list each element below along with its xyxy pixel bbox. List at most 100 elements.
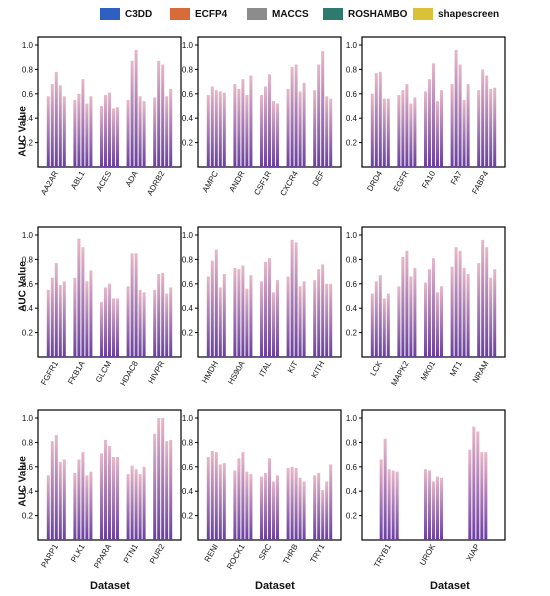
y-tick-label: 0.8 (346, 65, 358, 74)
chart-panel-3: 0.2 0.4 0.6 0.8 1.0 DRD4 EGFR FA10 FA7 FABP4 (346, 36, 506, 196)
bar-src-maccs (268, 458, 271, 540)
y-tick-label: 0.8 (22, 255, 34, 264)
y-tick-label: 0.4 (182, 487, 194, 496)
x-tick-label: MT1 (448, 359, 464, 378)
bar-pur2-roshambo (165, 441, 169, 540)
bar-urok-ecfp4 (428, 470, 431, 540)
bar-thrb-ecfp4 (290, 466, 294, 540)
x-tick-label: ACES (95, 170, 114, 193)
x-tick-label: CXCR4 (278, 169, 300, 197)
bar-hivpr-roshambo (165, 293, 169, 357)
x-tick-label: GLCM (94, 359, 114, 384)
bar-fa10-roshambo (436, 101, 439, 167)
bar-andr-ecfp4 (237, 88, 241, 167)
bar-lck-roshambo (382, 298, 386, 357)
bar-reni-maccs (214, 452, 218, 540)
bar-thrb-roshambo (298, 477, 302, 540)
x-tick-label: PPARA (92, 542, 113, 570)
bar-glcm-shapescreen (116, 298, 119, 357)
legend-item-maccs: MACCS (247, 4, 309, 24)
bar-rock1-ecfp4 (237, 458, 241, 540)
bar-mt1-shapescreen (466, 274, 470, 357)
bar-mk01-ecfp4 (428, 269, 431, 357)
x-tick-label: PLK1 (69, 542, 87, 564)
bar-xiap-roshambo (480, 452, 484, 540)
bar-hdac8-c3dd (126, 286, 130, 357)
bar-src-ecfp4 (264, 472, 267, 540)
bar-kit-maccs (294, 242, 298, 357)
x-tick-label: MAPK2 (389, 359, 411, 387)
y-tick-label: 1.0 (346, 231, 358, 240)
bar-def-roshambo (325, 96, 329, 167)
bar-mapk2-shapescreen (413, 267, 417, 357)
bar-aa2ar-roshambo (58, 85, 62, 167)
bar-fgfr1-shapescreen (62, 281, 66, 357)
bar-tryb1-roshambo (391, 470, 395, 540)
y-tick-label: 0.2 (182, 329, 194, 338)
bar-hs90a-maccs (241, 265, 245, 357)
bar-mapk2-c3dd (397, 286, 401, 357)
bar-fabp4-roshambo (489, 88, 493, 167)
x-axis-label-col2: Dataset (255, 580, 295, 592)
bar-fa7-c3dd (450, 84, 454, 167)
legend-label-shapescreen: shapescreen (438, 8, 500, 20)
bar-abl1-shapescreen (89, 96, 93, 167)
bar-glcm-roshambo (112, 298, 115, 357)
y-tick-label: 0.4 (22, 304, 34, 313)
legend-item-c3dd: C3DD (100, 4, 152, 24)
bar-hmdh-shapescreen (222, 274, 226, 357)
bar-hdac8-maccs (134, 253, 138, 357)
y-tick-label: 0.4 (346, 114, 358, 123)
y-tick-label: 0.6 (182, 90, 194, 99)
bar-plk1-ecfp4 (77, 459, 81, 540)
bar-ppara-roshambo (112, 457, 115, 540)
bar-abl1-ecfp4 (77, 93, 81, 167)
bar-adrb2-c3dd (153, 97, 157, 167)
x-tick-label: FKB1A (66, 359, 87, 386)
chart-panel-6: 0.2 0.4 0.6 0.8 1.0 LCK MAPK2 MK01 MT1 NRAM (346, 226, 506, 387)
bar-ada-shapescreen (142, 101, 146, 167)
legend-label-c3dd: C3DD (125, 8, 153, 20)
x-tick-label: PTN1 (122, 542, 140, 565)
bar-def-maccs (321, 51, 325, 167)
y-tick-label: 0.2 (346, 139, 358, 148)
bar-cxcr4-shapescreen (302, 82, 306, 167)
bar-fabp4-shapescreen (493, 87, 497, 167)
bar-parp1-ecfp4 (50, 441, 54, 540)
bar-fa7-roshambo (462, 99, 466, 167)
y-tick-label: 0.2 (346, 512, 358, 521)
bar-mk01-shapescreen (440, 286, 443, 357)
bar-csf1r-ecfp4 (264, 86, 267, 167)
bar-pur2-shapescreen (169, 439, 173, 540)
bar-ital-roshambo (272, 292, 275, 357)
y-tick-label: 0.6 (346, 280, 358, 289)
bar-ppara-maccs (108, 446, 111, 540)
x-axis-label-col3: Dataset (430, 580, 470, 592)
bar-fkb1a-ecfp4 (77, 238, 81, 357)
bar-mt1-c3dd (450, 266, 454, 357)
x-tick-label: DEF (311, 169, 327, 187)
bar-cxcr4-c3dd (286, 88, 290, 167)
bar-ampc-c3dd (206, 95, 210, 167)
x-axis-label-col1: Dataset (90, 580, 130, 592)
x-tick-label: HDAC8 (118, 359, 140, 387)
bar-nram-ecfp4 (481, 239, 485, 357)
bar-urok-maccs (432, 481, 435, 540)
x-tick-label: CSF1R (252, 169, 273, 196)
bar-fgfr1-maccs (54, 263, 58, 357)
bar-kith-roshambo (325, 283, 329, 357)
bar-try1-maccs (321, 489, 325, 540)
chart-panel-8: 0.2 0.4 0.6 0.8 1.0 RENI ROCK1 SRC THRB TRY1 (182, 409, 342, 571)
bar-ada-ecfp4 (130, 60, 134, 167)
x-tick-label: FGFR1 (39, 359, 60, 387)
bar-hmdh-maccs (214, 249, 218, 357)
bar-csf1r-roshambo (272, 101, 275, 167)
bar-mt1-maccs (458, 250, 462, 357)
bar-andr-c3dd (233, 84, 237, 167)
y-tick-label: 0.8 (182, 438, 194, 447)
x-tick-label: HMDH (200, 359, 220, 384)
bar-hivpr-ecfp4 (157, 274, 161, 357)
bar-parp1-c3dd (46, 475, 50, 540)
x-tick-label: ANDR (228, 169, 247, 193)
